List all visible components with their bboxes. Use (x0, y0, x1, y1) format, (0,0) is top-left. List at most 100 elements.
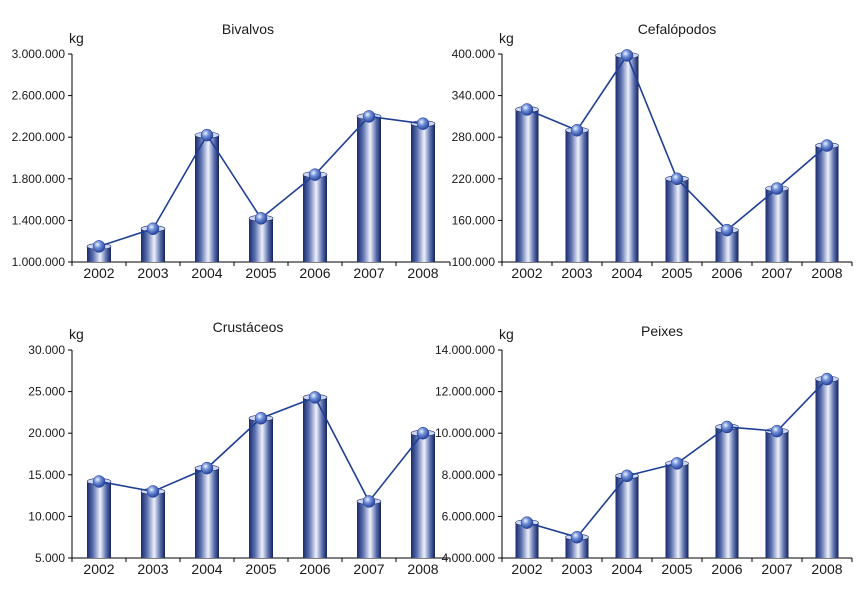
y-tick-label: 5.000 (35, 551, 65, 565)
y-tick-label: 3.000.000 (12, 47, 66, 61)
y-unit-label: kg (69, 326, 84, 342)
bar-2007 (765, 431, 789, 558)
x-tick-label: 2005 (245, 561, 276, 577)
x-tick-label: 2004 (191, 561, 222, 577)
y-tick-label: 100.000 (452, 255, 496, 269)
y-tick-label: 400.000 (452, 47, 496, 61)
bar-2006 (715, 426, 739, 558)
bar-2002 (87, 481, 111, 558)
bar-2005 (665, 463, 689, 558)
data-point-2004 (200, 461, 214, 475)
data-point-2004 (620, 49, 634, 62)
bar-2005 (249, 418, 273, 558)
data-point-2003 (146, 485, 160, 498)
bar-2008 (411, 123, 435, 263)
bar-2004 (195, 468, 219, 558)
data-point-2004 (620, 469, 634, 483)
chart-panel-3: Crustáceos kg 5.000 10.000 15.000 20.000 25.00… (28, 319, 451, 577)
data-point-2005 (670, 172, 684, 186)
x-tick-label: 2006 (299, 265, 330, 281)
chart-title: Bivalvos (222, 21, 274, 37)
data-point-2007 (362, 495, 376, 508)
bar-2005 (249, 218, 273, 262)
data-point-2008 (416, 426, 430, 440)
chart-title: Cefalópodos (638, 21, 717, 37)
bar-2002 (515, 109, 539, 262)
y-tick-label: 340.000 (452, 89, 496, 103)
data-point-2007 (770, 182, 784, 195)
y-unit-label: kg (499, 30, 514, 46)
y-tick-label: 12.000.000 (435, 385, 495, 399)
data-point-2007 (770, 424, 784, 438)
y-tick-label: 220.000 (452, 172, 496, 186)
bar-2004 (615, 55, 639, 263)
y-unit-label: kg (69, 30, 84, 46)
y-tick-label: 15.000 (28, 468, 65, 482)
data-point-2008 (820, 372, 834, 386)
data-point-2003 (570, 124, 584, 137)
y-tick-label: 20.000 (28, 426, 65, 440)
x-tick-label: 2004 (611, 265, 642, 281)
y-tick-label: 30.000 (28, 343, 65, 357)
bar-2008 (411, 433, 435, 558)
data-point-2008 (820, 139, 834, 152)
data-point-2006 (720, 223, 734, 237)
chart-panel-4: Peixes kg 4.000.000 6.000.000 8.000.000 10.00… (435, 323, 853, 577)
y-tick-label: 25.000 (28, 385, 65, 399)
bar-2003 (565, 130, 589, 262)
x-tick-label: 2005 (661, 265, 692, 281)
bar-2008 (815, 379, 839, 558)
bar-2006 (715, 230, 739, 262)
data-point-2005 (670, 457, 684, 470)
x-tick-label: 2004 (191, 265, 222, 281)
x-tick-label: 2003 (137, 265, 168, 281)
x-tick-label: 2002 (83, 561, 114, 577)
x-tick-label: 2008 (407, 265, 438, 281)
y-tick-label: 2.600.000 (12, 89, 66, 103)
data-point-2003 (146, 222, 160, 235)
bar-2004 (195, 135, 219, 262)
bar-2002 (515, 522, 539, 558)
y-tick-label: 2.200.000 (12, 130, 66, 144)
data-point-2005 (254, 411, 268, 425)
y-tick-label: 6.000.000 (442, 509, 496, 523)
data-point-2003 (570, 530, 584, 544)
x-tick-label: 2007 (353, 561, 384, 577)
x-tick-label: 2008 (811, 561, 842, 577)
x-tick-label: 2006 (299, 561, 330, 577)
bar-2007 (357, 501, 381, 558)
x-tick-label: 2005 (245, 265, 276, 281)
y-unit-label: kg (499, 326, 514, 342)
chart-title: Crustáceos (213, 319, 284, 335)
x-tick-label: 2003 (561, 561, 592, 577)
x-tick-label: 2004 (611, 561, 642, 577)
data-point-2006 (308, 168, 322, 181)
bar-2008 (815, 145, 839, 262)
data-point-2005 (254, 212, 268, 225)
bar-2007 (765, 188, 789, 262)
data-point-2002 (520, 103, 534, 116)
x-tick-label: 2006 (711, 265, 742, 281)
y-tick-label: 14.000.000 (435, 343, 495, 357)
y-tick-label: 8.000.000 (442, 468, 496, 482)
x-tick-label: 2002 (83, 265, 114, 281)
y-tick-label: 1.000.000 (12, 255, 66, 269)
bar-2003 (141, 491, 165, 558)
data-point-2006 (720, 420, 734, 434)
chart-panel-2: Cefalópodos kg 100.000 160.000 220.000 280.00… (452, 21, 853, 281)
bar-2006 (303, 397, 327, 558)
x-tick-label: 2008 (811, 265, 842, 281)
x-tick-label: 2003 (137, 561, 168, 577)
x-tick-label: 2003 (561, 265, 592, 281)
bar-2003 (565, 537, 589, 558)
x-tick-label: 2002 (511, 561, 542, 577)
x-tick-label: 2005 (661, 561, 692, 577)
x-tick-label: 2007 (761, 561, 792, 577)
data-point-2006 (308, 391, 322, 404)
y-tick-label: 1.800.000 (12, 172, 66, 186)
x-tick-label: 2007 (761, 265, 792, 281)
data-point-2007 (362, 110, 376, 123)
data-point-2008 (416, 117, 430, 130)
